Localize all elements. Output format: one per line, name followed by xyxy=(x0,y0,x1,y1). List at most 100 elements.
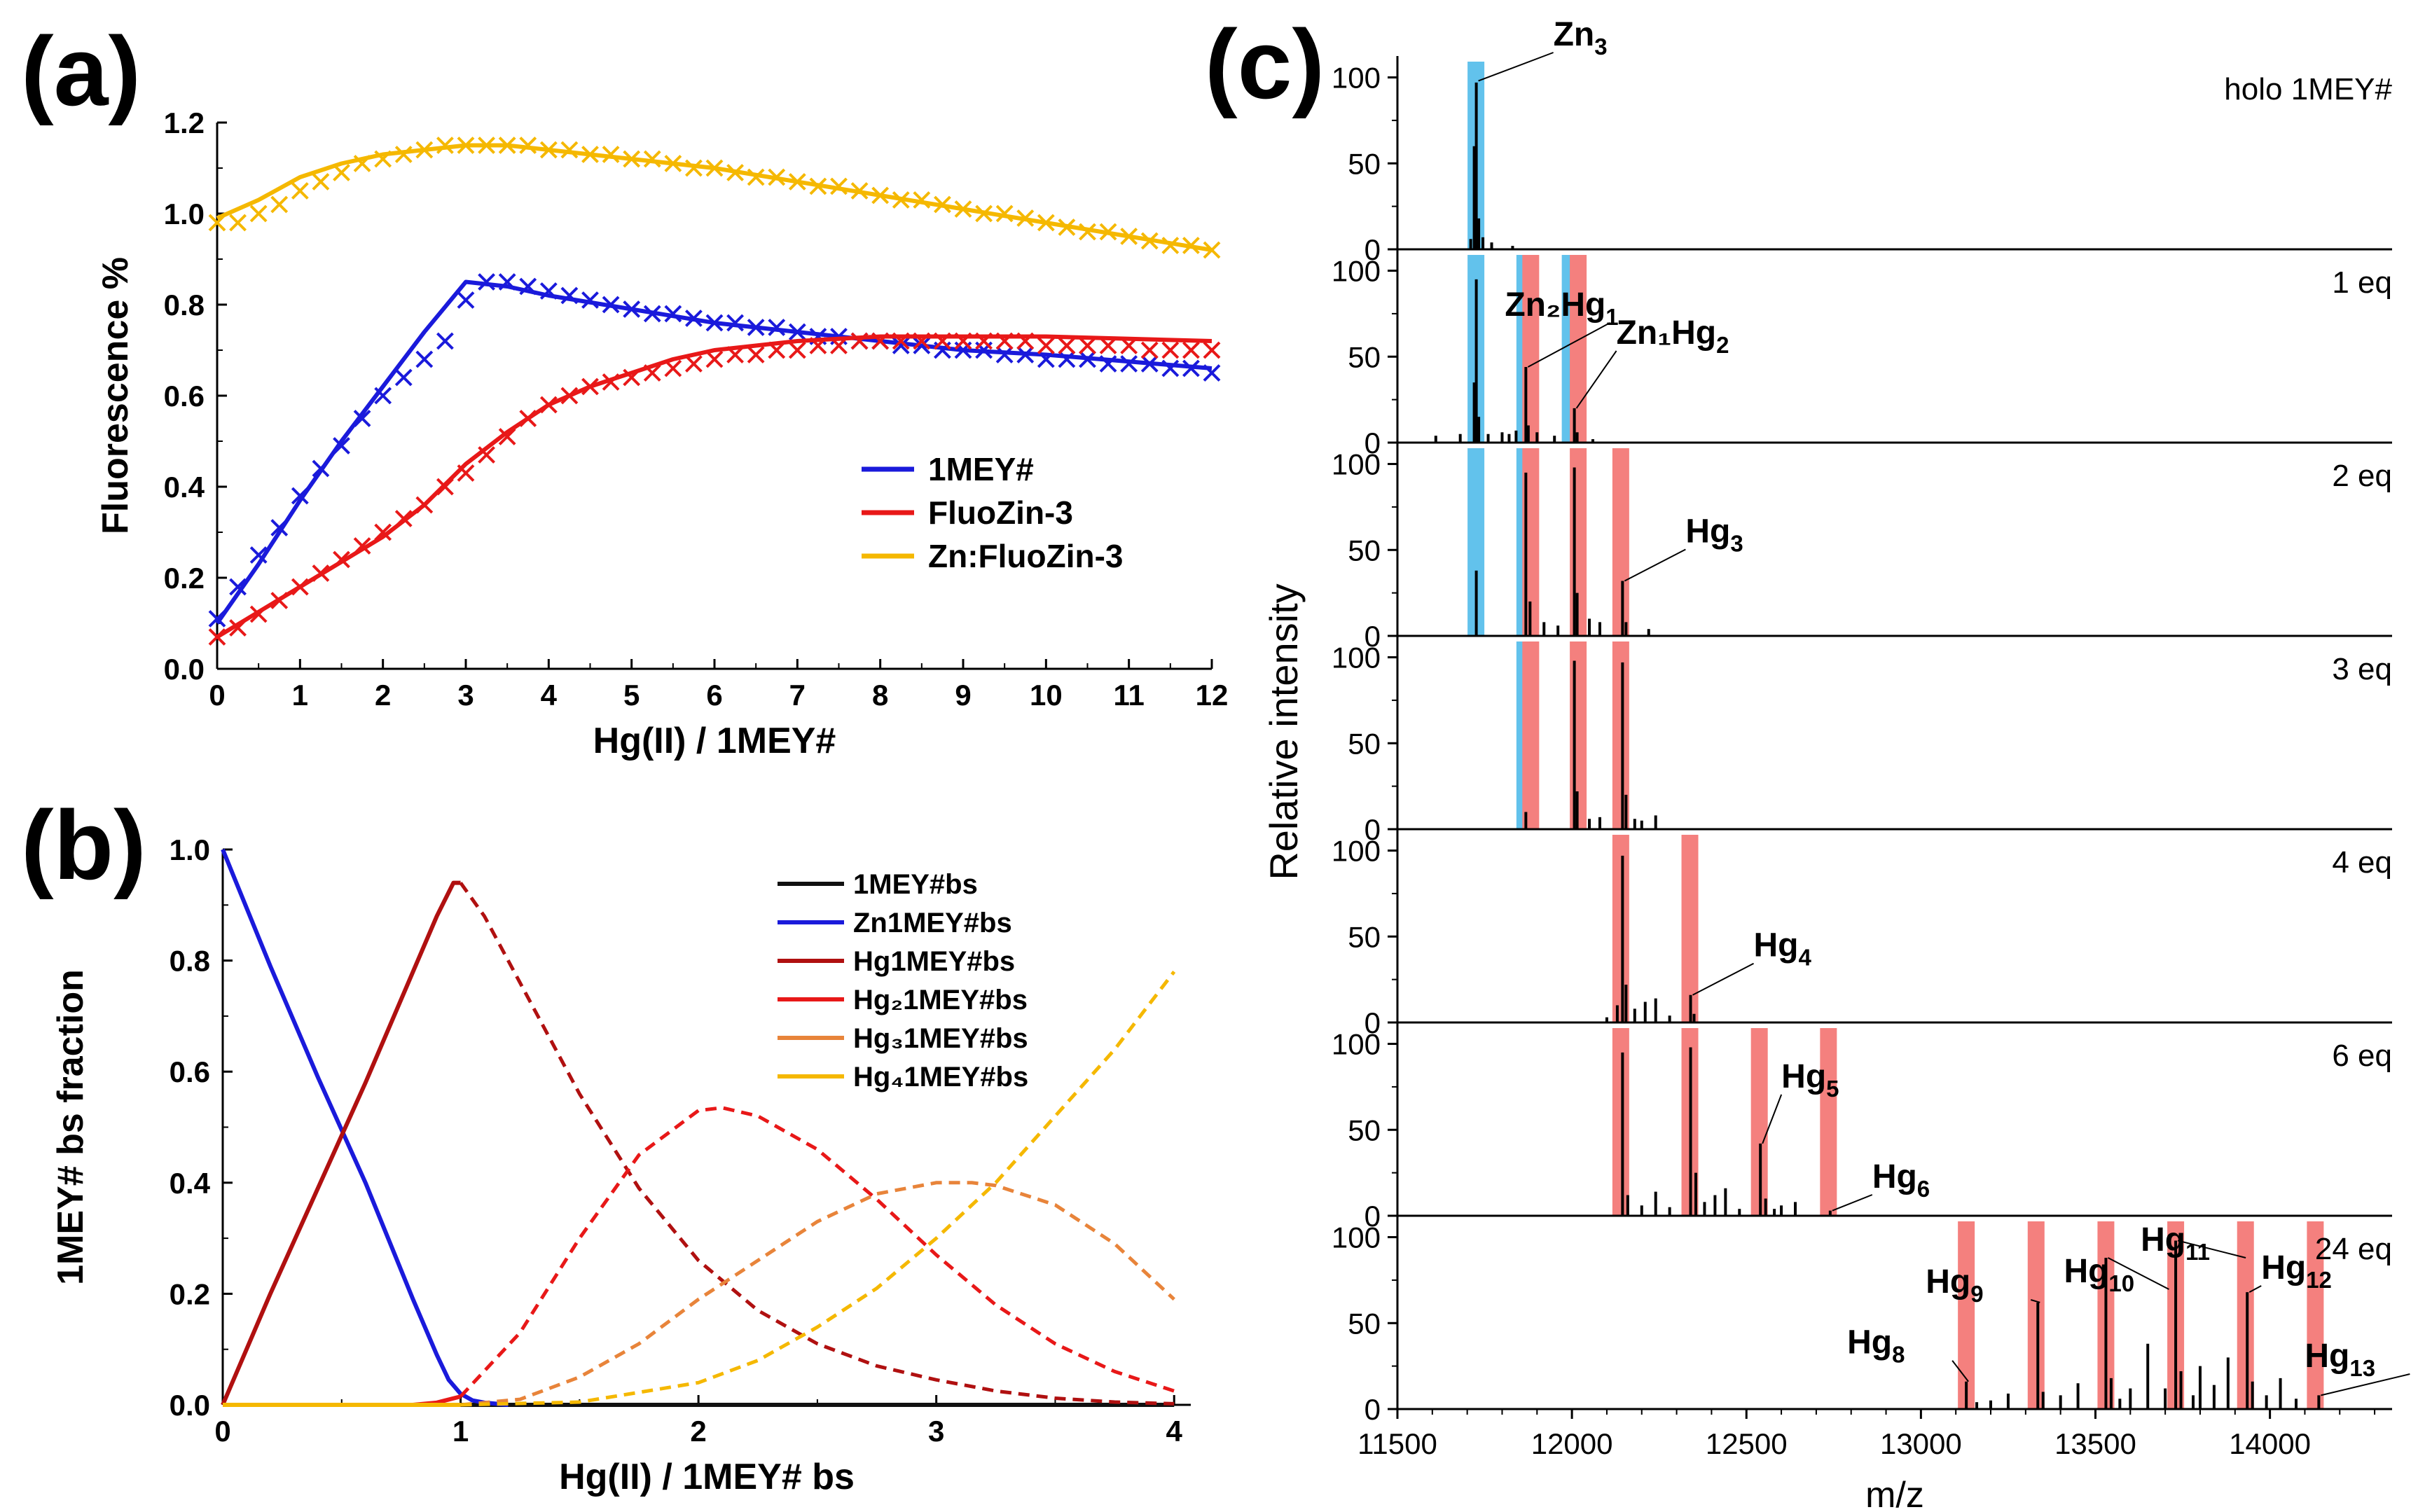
a-series-marker-2 xyxy=(333,164,350,181)
a-series-marker-1 xyxy=(270,592,289,609)
a-series-marker-0 xyxy=(747,319,765,336)
a-series-marker-1 xyxy=(1203,341,1221,359)
a-x-tick-label: 6 xyxy=(706,679,722,712)
a-series-marker-2 xyxy=(291,182,309,200)
panel-a-chart: 0 1 2 3 4 5 6 7 8 9 10 11 120.00.20.40.60.81.01.2Hg(… xyxy=(95,106,1228,761)
a-series-marker-1 xyxy=(643,364,661,382)
b-legend-label-3: Hg₂1MEY#bs xyxy=(853,985,1028,1015)
c-annotation-leader xyxy=(2248,1285,2262,1293)
b-series-dashed-5 xyxy=(460,970,1176,1407)
a-series-marker-1 xyxy=(975,332,993,350)
c-annotation-leader xyxy=(2030,1299,2040,1303)
c-x-tick-label: 13000 xyxy=(1880,1427,1962,1460)
c-y-tick-label: 100 xyxy=(1332,62,1381,95)
c-y-tick-label: 50 xyxy=(1348,727,1381,760)
a-series-marker-2 xyxy=(623,150,641,168)
a-series-marker-1 xyxy=(457,464,475,482)
c-annotation-6-1: Hg9 xyxy=(1926,1263,1983,1307)
a-series-marker-1 xyxy=(312,564,330,582)
c-highlight-band xyxy=(1570,255,1587,443)
a-series-marker-0 xyxy=(643,305,661,323)
a-series-marker-1 xyxy=(623,368,641,387)
a-x-axis-label: Hg(II) / 1MEY# xyxy=(593,721,836,761)
b-legend-label-2: Hg1MEY#bs xyxy=(853,946,1015,977)
a-series-marker-0 xyxy=(208,610,226,627)
c-annotation-leader xyxy=(2177,1240,2246,1258)
c-y-tick-label: 0 xyxy=(1365,426,1381,459)
c-annotation-2-0: Hg3 xyxy=(1685,513,1743,556)
a-legend-label-0: 1MEY# xyxy=(928,451,1034,487)
b-y-tick-label: 1.0 xyxy=(170,833,210,866)
b-y-tick-label: 0.4 xyxy=(170,1167,211,1200)
a-series-marker-0 xyxy=(229,578,247,596)
a-series-marker-2 xyxy=(1140,232,1159,250)
a-x-tick-label: 1 xyxy=(292,679,308,712)
a-series-marker-1 xyxy=(415,496,434,514)
b-legend-label-5: Hg₄1MEY#bs xyxy=(853,1062,1028,1093)
a-series-marker-1 xyxy=(850,332,869,350)
a-series-marker-0 xyxy=(623,300,641,318)
a-x-tick-label: 4 xyxy=(541,679,558,712)
a-series-marker-1 xyxy=(830,337,848,354)
c-annotation-1-1: Zn₁Hg2 xyxy=(1617,314,1729,358)
a-series-marker-0 xyxy=(768,319,786,336)
a-series-marker-0 xyxy=(478,273,495,291)
a-series-marker-0 xyxy=(1058,350,1076,368)
a-series-marker-0 xyxy=(602,296,620,314)
c-annotation-6-5: Hg13 xyxy=(2305,1338,2375,1381)
a-series-marker-0 xyxy=(1120,355,1138,373)
a-series-marker-1 xyxy=(1120,337,1138,354)
a-series-marker-2 xyxy=(415,141,434,159)
a-series-marker-2 xyxy=(954,200,972,218)
c-annotation-0-0: Zn3 xyxy=(1554,16,1608,60)
c-y-tick-label: 100 xyxy=(1332,835,1381,868)
c-highlight-band xyxy=(2237,1221,2254,1409)
a-series-marker-2 xyxy=(788,173,806,190)
a-series-marker-2 xyxy=(353,155,371,172)
a-series-marker-2 xyxy=(934,195,951,214)
a-x-tick-label: 9 xyxy=(955,679,971,712)
b-x-tick-label: 2 xyxy=(690,1415,706,1448)
a-series-marker-2 xyxy=(436,137,454,154)
c-subpanel-label: 1 eq xyxy=(2332,265,2392,300)
a-series-marker-1 xyxy=(954,332,972,350)
a-series-marker-2 xyxy=(643,150,661,168)
a-series-marker-1 xyxy=(602,373,620,391)
a-series-marker-2 xyxy=(892,191,910,209)
c-y-tick-label: 50 xyxy=(1348,147,1381,180)
a-series-marker-0 xyxy=(353,410,371,427)
c-y-tick-label: 100 xyxy=(1332,448,1381,481)
a-series-marker-1 xyxy=(1140,341,1159,359)
c-annotation-leader xyxy=(1527,322,1610,368)
c-subpanel-label: 24 eq xyxy=(2315,1232,2392,1266)
b-series-dashed-3 xyxy=(459,1106,1175,1398)
b-x-tick-label: 3 xyxy=(928,1415,944,1448)
a-series-marker-1 xyxy=(1182,341,1200,359)
a-x-tick-label: 2 xyxy=(375,679,391,712)
c-highlight-band xyxy=(1681,835,1699,1022)
a-series-marker-2 xyxy=(726,164,744,181)
c-x-tick-label: 12500 xyxy=(1706,1427,1788,1460)
a-series-marker-0 xyxy=(581,291,599,309)
c-x-tick-label: 14000 xyxy=(2229,1427,2311,1460)
c-highlight-band xyxy=(2027,1221,2045,1409)
c-y-tick-label: 0 xyxy=(1365,620,1381,653)
a-legend-label-1: FluoZin-3 xyxy=(928,494,1073,531)
a-y-tick-label: 1.0 xyxy=(164,197,205,230)
c-highlight-band xyxy=(1522,641,1540,829)
a-y-tick-label: 0.0 xyxy=(164,653,205,686)
a-series-marker-0 xyxy=(333,437,350,455)
panel-label-b: (b) xyxy=(21,790,146,900)
a-series-marker-0 xyxy=(498,273,516,291)
a-series-marker-2 xyxy=(1182,237,1200,254)
a-series-marker-1 xyxy=(995,332,1014,350)
c-highlight-band xyxy=(1612,1028,1629,1216)
c-subpanel-label: 4 eq xyxy=(2332,845,2392,880)
b-series-line-2 xyxy=(221,880,461,1406)
a-series-marker-1 xyxy=(1058,337,1076,354)
a-series-marker-2 xyxy=(1161,237,1180,254)
a-series-marker-0 xyxy=(685,310,703,327)
a-series-marker-1 xyxy=(664,359,682,377)
a-series-marker-2 xyxy=(1016,209,1035,227)
a-series-marker-1 xyxy=(685,355,703,373)
